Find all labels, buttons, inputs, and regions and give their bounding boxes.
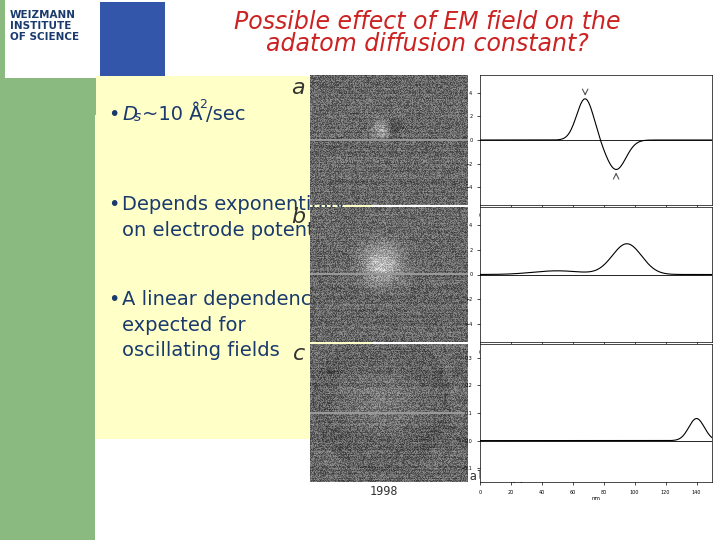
Text: OF SCIENCE: OF SCIENCE [10, 32, 79, 42]
FancyBboxPatch shape [96, 76, 372, 439]
Text: D: D [122, 105, 137, 124]
Text: b: b [291, 207, 305, 227]
Text: A linear dependence
expected for
oscillating fields: A linear dependence expected for oscilla… [122, 290, 323, 361]
FancyBboxPatch shape [110, 0, 720, 100]
Text: WEIZMANN: WEIZMANN [10, 10, 76, 20]
Text: s: s [134, 110, 141, 124]
FancyBboxPatch shape [100, 2, 165, 76]
FancyBboxPatch shape [5, 0, 170, 78]
Text: /sec: /sec [206, 105, 246, 124]
Text: •: • [108, 195, 120, 214]
Text: 2: 2 [199, 98, 207, 111]
X-axis label: nm: nm [592, 496, 600, 501]
Text: c: c [293, 344, 305, 364]
X-axis label: nm: nm [592, 356, 600, 361]
FancyBboxPatch shape [95, 0, 720, 540]
Text: INSTITUTE: INSTITUTE [10, 21, 71, 31]
Text: •: • [108, 290, 120, 309]
Text: •: • [108, 105, 120, 124]
Text: a: a [292, 78, 305, 98]
X-axis label: nm: nm [592, 219, 600, 224]
Text: Depends exponentially
on electrode potential: Depends exponentially on electrode poten… [122, 195, 346, 240]
Text: From Hirai et al., Appl. Surf. Sci.
1998: From Hirai et al., Appl. Surf. Sci. 1998 [370, 470, 619, 498]
Text: ~10 Å: ~10 Å [142, 105, 202, 124]
FancyBboxPatch shape [80, 0, 170, 115]
Text: Possible effect of EM field on the: Possible effect of EM field on the [234, 10, 621, 34]
Text: adatom diffusion constant?: adatom diffusion constant? [266, 32, 589, 56]
